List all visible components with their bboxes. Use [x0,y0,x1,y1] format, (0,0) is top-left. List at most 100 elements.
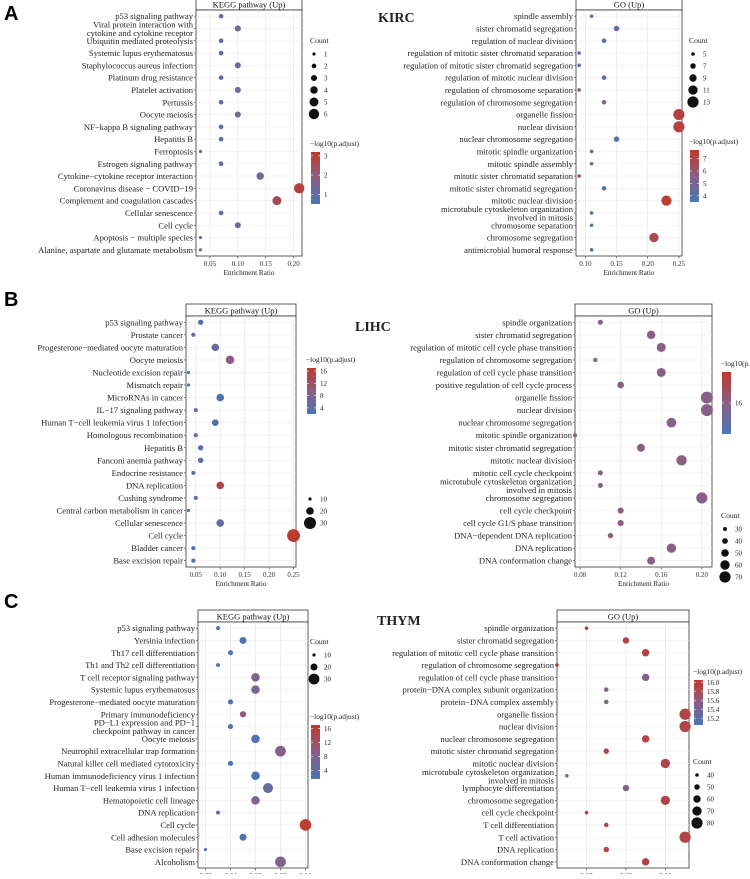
y-tick-label: cell cycle G1/S phase transition [463,518,573,528]
data-point [656,367,666,377]
size-legend-dot [311,63,317,69]
size-legend-label: 40 [707,772,715,780]
data-point [601,75,607,80]
data-point [673,121,685,133]
data-point [216,810,220,815]
size-legend-label: 13 [703,99,711,107]
x-axis-label: Enrichment Ratio [618,580,669,588]
x-tick-label: 0.20 [263,571,276,579]
color-legend-label: 15.4 [707,706,720,714]
color-legend-label: 15.2 [707,715,720,723]
data-point [227,650,234,656]
y-tick-label: DNA replication [126,480,184,490]
plot-area [185,315,297,568]
data-point [696,492,708,504]
y-tick-label: Staphylococcus aureus infection [82,60,194,70]
data-point [661,195,672,206]
data-point [649,232,659,243]
y-tick-label: nuclear chromosome segregation [459,134,573,144]
data-point [660,795,671,805]
size-legend-dot [312,52,316,56]
y-tick-label: Hepatitis B [154,134,193,144]
x-tick-label: 0.20 [288,260,301,268]
data-point [294,183,305,194]
data-point [584,810,589,815]
data-point [198,149,203,154]
data-point [577,63,581,68]
lihc-kegg-chart: KEGG pathway (Up) p53 signaling pathway Pr… [37,303,356,588]
y-tick-label: cell cycle checkpoint [481,808,554,818]
y-tick-label: Nucleotide excision repair [92,367,183,377]
y-tick-label: T cell differentiation [483,820,554,830]
size-legend-dot [690,63,696,69]
color-legend-label: 8 [324,753,328,761]
data-point [197,457,204,464]
data-point [613,25,620,32]
y-tick-label: Prostate cancer [131,330,183,340]
size-legend-label: 11 [703,87,710,95]
chart-title: KEGG pathway (Up) [217,612,290,622]
data-point [198,248,203,252]
y-tick-label: Hepatitis B [144,443,183,453]
y-tick-label: Fanconi anemia pathway [97,455,184,465]
data-point [239,833,247,841]
data-point [589,211,594,215]
y-tick-label: mitotic sister chromatid segregation [431,746,555,756]
data-point [193,495,198,501]
y-tick-label: Cellular senescence [125,208,193,218]
data-point [275,856,286,868]
y-tick-label: p53 signaling pathway [115,11,194,21]
y-tick-label: regulation of nuclear division [472,36,574,46]
data-point [203,847,208,852]
data-point [597,319,603,325]
y-tick-label: sister chromatid segregation [475,330,573,340]
data-point [197,319,204,325]
plot-area [556,621,690,869]
data-point [603,687,609,692]
size-legend-dot [308,108,320,120]
size-legend-dot [310,74,318,82]
y-tick-label: protein−DNA complex assembly [441,697,555,707]
data-point [603,748,610,754]
y-tick-label: antimicrobial humoral response [464,245,573,255]
color-legend-label: 7 [703,155,707,163]
data-point [251,685,260,694]
data-point [287,529,300,543]
data-point [584,626,589,630]
thym-go-chart: GO (Up) spindle organization sister chroma… [392,609,743,879]
color-legend-label: 2 [324,172,328,180]
y-tick-label: regulation of cell cycle phase transitio… [419,672,555,682]
plot-area [197,621,309,869]
size-legend-dot [306,507,314,515]
color-legend-bar [694,680,703,725]
x-tick-label: 0.15 [260,260,273,268]
size-legend-label: 20 [320,508,328,516]
x-tick-label: 0.25 [673,260,686,268]
data-point [191,558,196,563]
size-legend-title: Count [310,637,329,646]
x-tick-label: 0.15 [610,260,623,268]
y-tick-label: T cell activation [498,832,554,842]
size-legend-dot [691,817,703,829]
y-tick-label: mitotic sister chromatid segregation [450,183,574,193]
data-point [577,88,581,92]
data-point [589,149,594,154]
color-legend-label: 8 [320,392,324,400]
color-legend-label: 5 [703,180,707,188]
size-legend-label: 70 [735,574,743,582]
data-point [700,404,713,417]
size-legend-dot [692,806,702,816]
data-point [218,161,224,167]
data-point [234,111,241,118]
color-legend-label: 4 [703,192,707,200]
y-tick-label: organelle fission [515,393,573,403]
data-point [641,858,650,866]
y-tick-label: microtubule cytoskeleton organization inv… [441,204,574,223]
color-legend-label: 12 [324,739,332,747]
y-tick-label: nuclear division [517,405,573,415]
y-tick-label: Oocyte meiosis [130,355,184,365]
data-point [603,699,609,705]
size-legend-label: 10 [320,496,328,504]
x-tick-label: 0.10 [214,571,227,579]
y-tick-label: p53 signaling pathway [105,317,184,327]
